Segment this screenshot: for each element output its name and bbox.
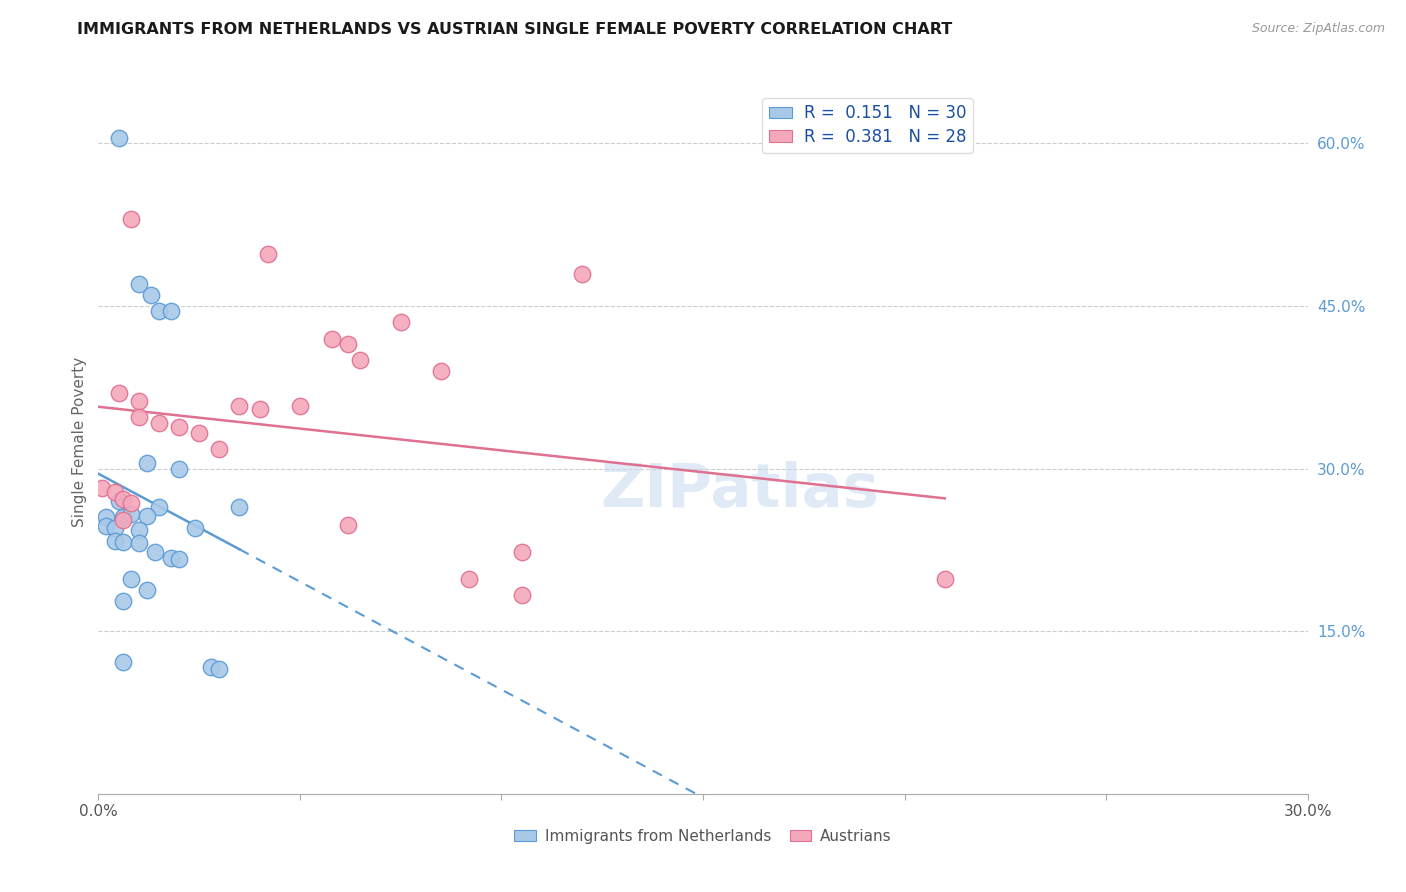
Point xyxy=(96,519,118,533)
Text: IMMIGRANTS FROM NETHERLANDS VS AUSTRIAN SINGLE FEMALE POVERTY CORRELATION CHART: IMMIGRANTS FROM NETHERLANDS VS AUSTRIAN … xyxy=(77,22,953,37)
Point xyxy=(120,507,142,521)
Point xyxy=(208,662,231,676)
Point xyxy=(107,131,129,145)
Point xyxy=(143,545,166,559)
Point xyxy=(188,425,211,440)
Point xyxy=(103,485,125,500)
Point xyxy=(128,277,150,292)
Point xyxy=(160,304,183,318)
Point xyxy=(111,655,134,669)
Point xyxy=(107,385,129,400)
Point xyxy=(571,267,593,281)
Legend: Immigrants from Netherlands, Austrians: Immigrants from Netherlands, Austrians xyxy=(508,822,898,850)
Point xyxy=(120,496,142,510)
Point xyxy=(148,416,170,430)
Point xyxy=(934,572,956,586)
Point xyxy=(120,572,142,586)
Point xyxy=(510,589,533,603)
Point xyxy=(120,212,142,227)
Point xyxy=(135,456,157,470)
Point xyxy=(430,364,453,378)
Point xyxy=(349,353,371,368)
Point xyxy=(167,461,190,475)
Point xyxy=(337,518,360,533)
Point xyxy=(128,536,150,550)
Point xyxy=(135,509,157,524)
Point xyxy=(228,399,250,413)
Point xyxy=(510,545,533,559)
Point xyxy=(184,521,207,535)
Point xyxy=(103,521,125,535)
Point xyxy=(139,288,162,302)
Point xyxy=(337,337,360,351)
Point xyxy=(103,534,125,549)
Point xyxy=(135,583,157,598)
Point xyxy=(111,510,134,524)
Point xyxy=(96,510,118,524)
Point xyxy=(288,399,311,413)
Text: ZIPatlas: ZIPatlas xyxy=(600,461,879,520)
Y-axis label: Single Female Poverty: Single Female Poverty xyxy=(72,357,87,526)
Point xyxy=(128,409,150,424)
Point xyxy=(107,494,129,508)
Point xyxy=(148,500,170,514)
Point xyxy=(200,660,222,674)
Point xyxy=(208,442,231,457)
Point xyxy=(249,402,271,417)
Point xyxy=(228,500,250,514)
Point xyxy=(256,247,278,261)
Point xyxy=(111,513,134,527)
Point xyxy=(111,594,134,608)
Point xyxy=(321,332,343,346)
Point xyxy=(91,481,114,495)
Text: Source: ZipAtlas.com: Source: ZipAtlas.com xyxy=(1251,22,1385,36)
Point xyxy=(128,524,150,538)
Point xyxy=(111,535,134,549)
Point xyxy=(167,551,190,566)
Point xyxy=(167,420,190,434)
Point xyxy=(458,572,481,586)
Point xyxy=(128,394,150,409)
Point xyxy=(160,550,183,565)
Point xyxy=(389,315,412,329)
Point xyxy=(148,304,170,318)
Point xyxy=(111,491,134,506)
